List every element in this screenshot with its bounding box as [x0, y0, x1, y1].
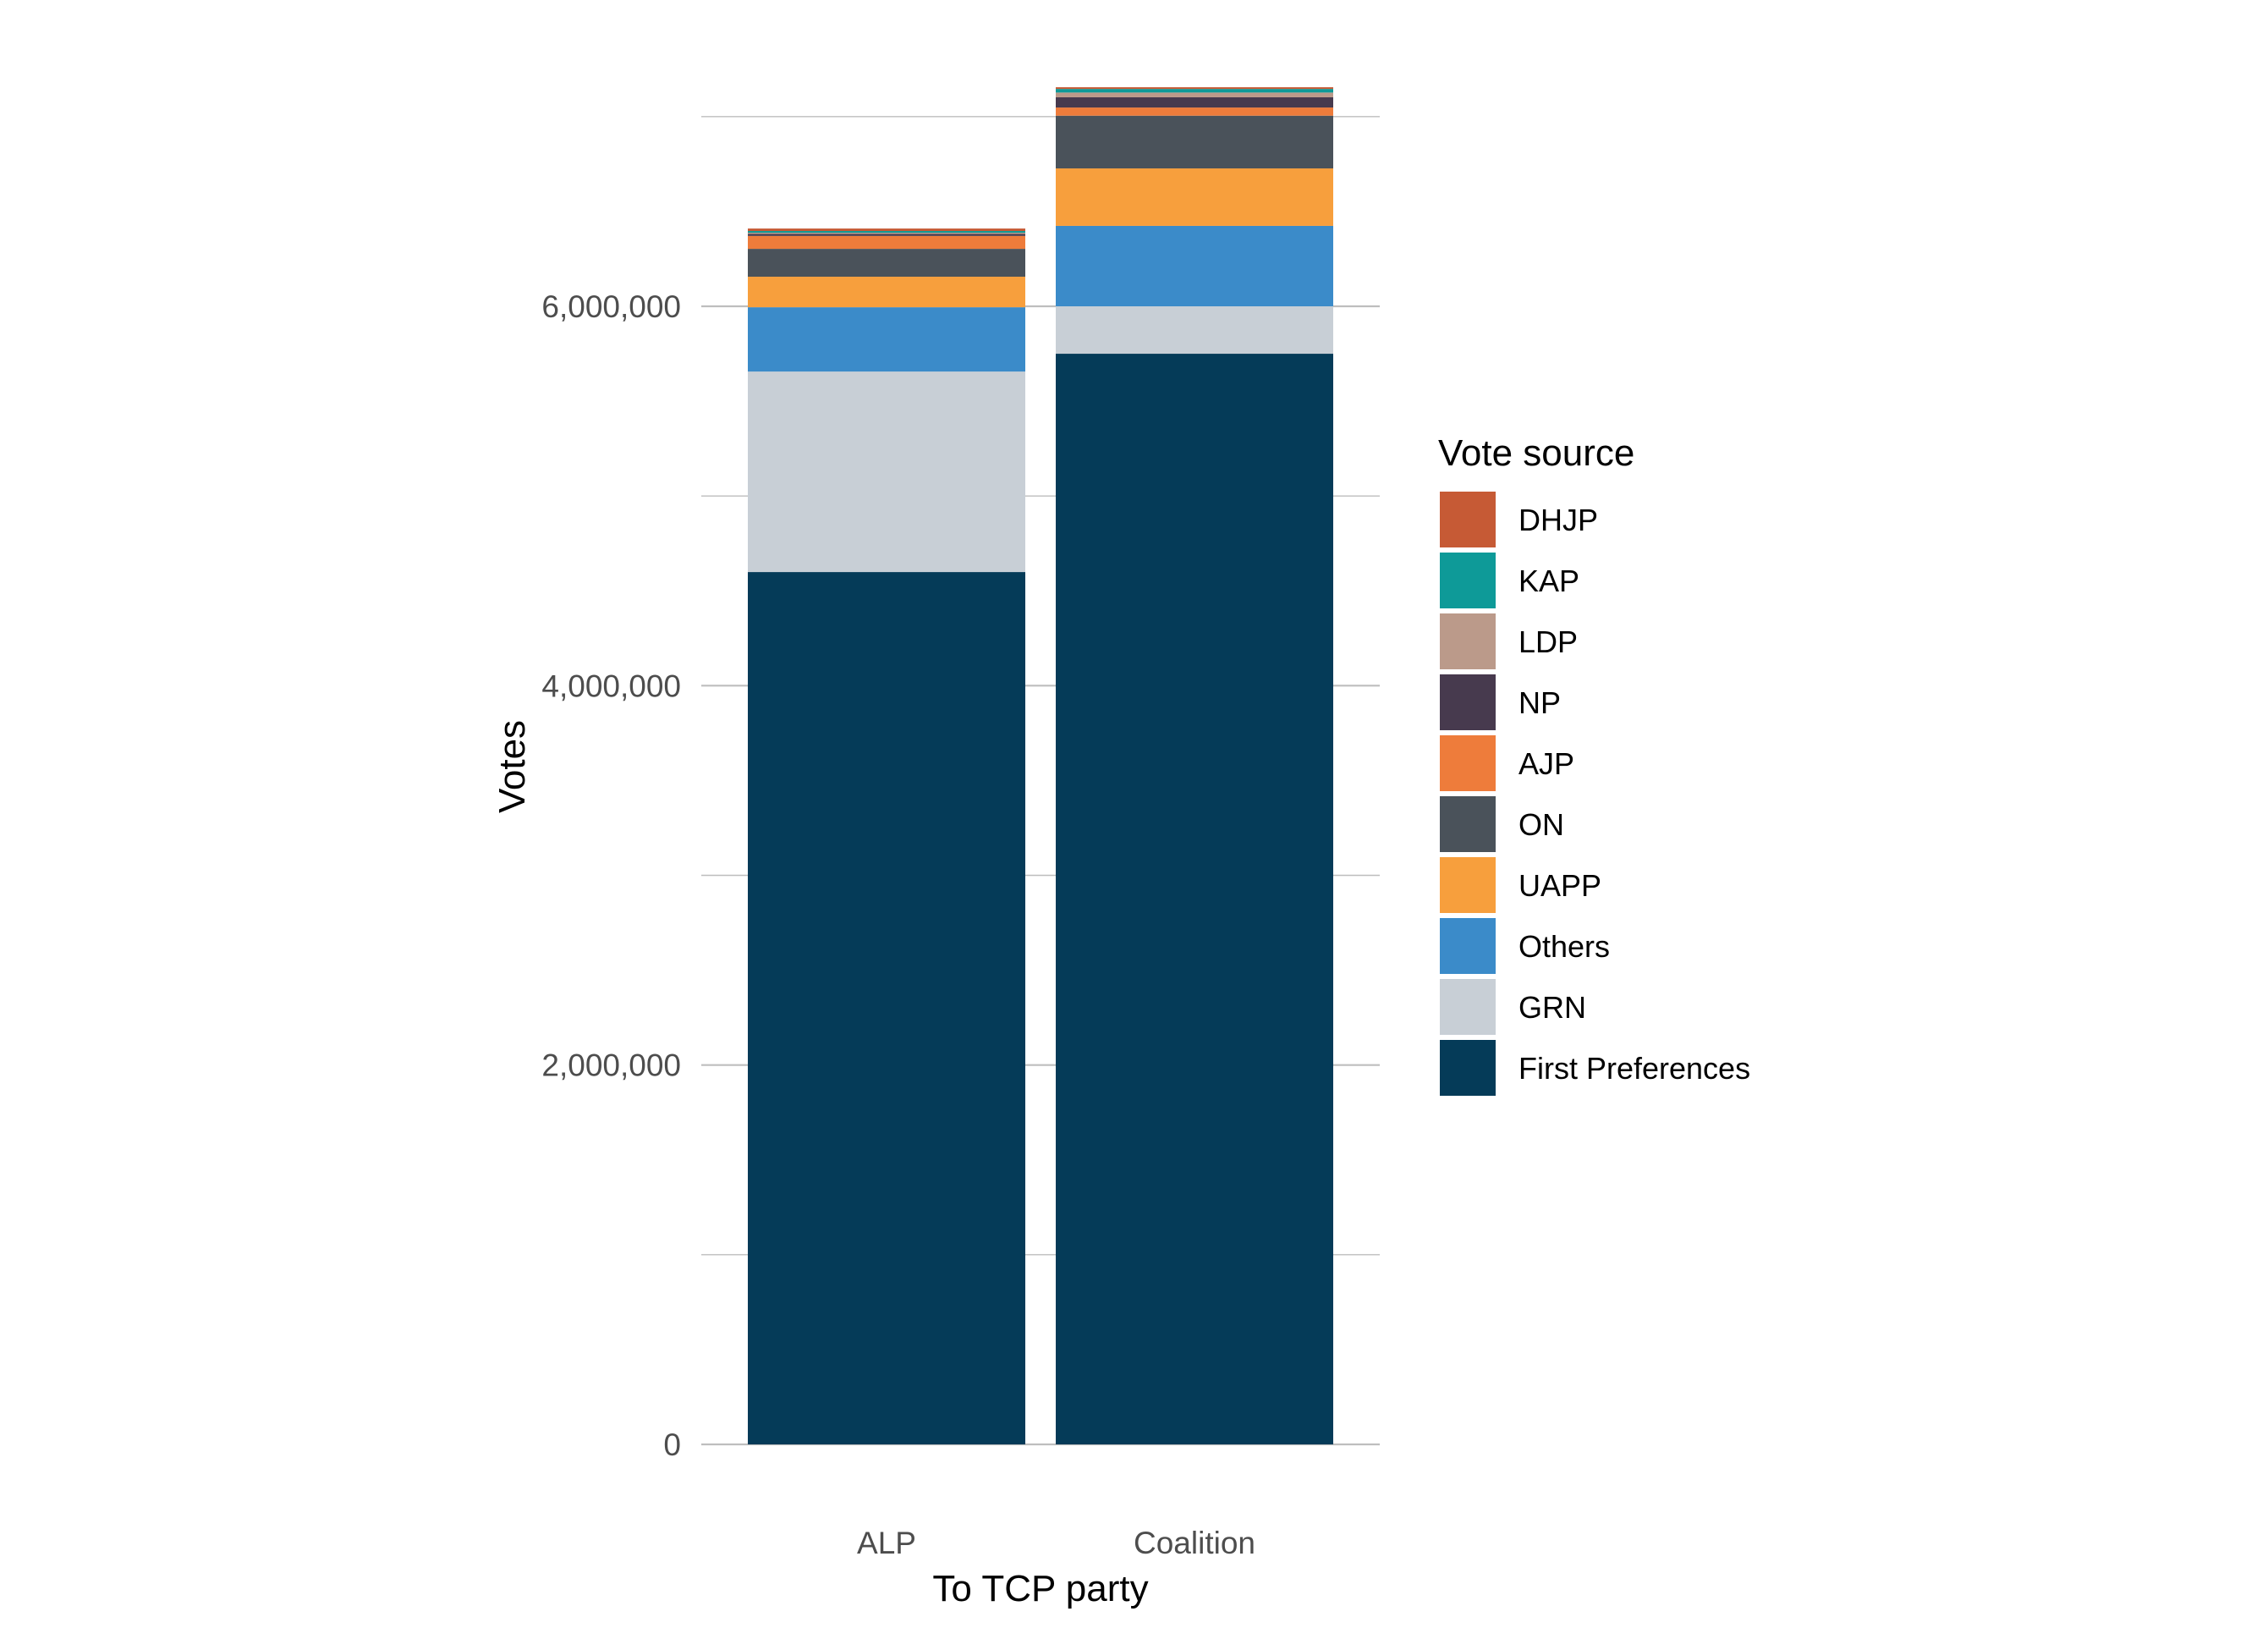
legend-label: NP [1518, 685, 1561, 720]
legend-label: First Preferences [1518, 1051, 1750, 1086]
bar-segment-ajp [748, 235, 1025, 250]
legend-item: AJP [1440, 735, 1574, 791]
bar-segment-dhjp [1056, 87, 1333, 90]
legend-label: Others [1518, 929, 1610, 964]
bar-stack-alp [748, 228, 1025, 1444]
legend-label: DHJP [1518, 503, 1598, 537]
x-axis-tick-labels: ALP Coalition [857, 1526, 1255, 1560]
legend-item: NP [1440, 674, 1561, 730]
bar-segment-others [748, 307, 1025, 372]
y-axis-title: Votes [491, 720, 533, 813]
bar-segment-dhjp [748, 228, 1025, 232]
bar-segment-np [748, 234, 1025, 236]
y-tick-label: 2,000,000 [541, 1048, 681, 1083]
bar-segment-kap [1056, 89, 1333, 93]
legend-swatch [1440, 796, 1496, 852]
legend-swatch [1440, 918, 1496, 974]
legend-swatch [1440, 979, 1496, 1035]
bar-segment-first-preferences [1056, 354, 1333, 1445]
legend-swatch [1440, 1040, 1496, 1096]
legend-title: Vote source [1438, 432, 1634, 474]
legend-swatch [1440, 613, 1496, 669]
bars [748, 87, 1333, 1445]
bar-segment-ajp [1056, 107, 1333, 116]
bar-segment-first-preferences [748, 572, 1025, 1444]
y-tick-label: 4,000,000 [541, 668, 681, 703]
legend: Vote source DHJP KAP LDP NP AJP ON UAPP Others G… [1438, 432, 1750, 1096]
legend-swatch [1440, 735, 1496, 791]
bar-segment-on [748, 249, 1025, 278]
bar-segment-on [1056, 115, 1333, 169]
legend-item: UAPP [1440, 857, 1601, 913]
y-tick-label: 6,000,000 [541, 289, 681, 324]
legend-label: AJP [1518, 746, 1574, 781]
legend-label: UAPP [1518, 868, 1601, 903]
x-tick-label: ALP [857, 1526, 916, 1560]
legend-item: ON [1440, 796, 1564, 852]
legend-swatch [1440, 674, 1496, 730]
x-tick-label: Coalition [1134, 1526, 1255, 1560]
bar-segment-others [1056, 225, 1333, 306]
x-axis-title: To TCP party [932, 1568, 1148, 1609]
bar-segment-np [1056, 96, 1333, 108]
legend-item: KAP [1440, 553, 1579, 608]
bar-segment-kap [748, 231, 1025, 234]
y-axis-tick-labels: 0 2,000,000 4,000,000 6,000,000 [541, 289, 681, 1462]
legend-item: LDP [1440, 613, 1578, 669]
legend-label: KAP [1518, 564, 1579, 598]
bar-segment-ldp [1056, 92, 1333, 97]
bar-segment-grn [748, 371, 1025, 573]
legend-item: GRN [1440, 979, 1586, 1035]
legend-label: LDP [1518, 624, 1578, 659]
legend-swatch [1440, 492, 1496, 547]
bar-segment-grn [1056, 306, 1333, 355]
legend-item: Others [1440, 918, 1610, 974]
y-tick-label: 0 [663, 1427, 681, 1462]
legend-item: First Preferences [1440, 1040, 1750, 1096]
legend-swatch [1440, 553, 1496, 608]
bar-segment-uapp [1056, 168, 1333, 226]
legend-item: DHJP [1440, 492, 1598, 547]
legend-swatch [1440, 857, 1496, 913]
bar-stack-coalition [1056, 87, 1333, 1445]
legend-label: ON [1518, 807, 1564, 842]
bar-segment-uapp [748, 277, 1025, 308]
legend-label: GRN [1518, 990, 1586, 1025]
bar-segment-ldp [748, 233, 1025, 234]
